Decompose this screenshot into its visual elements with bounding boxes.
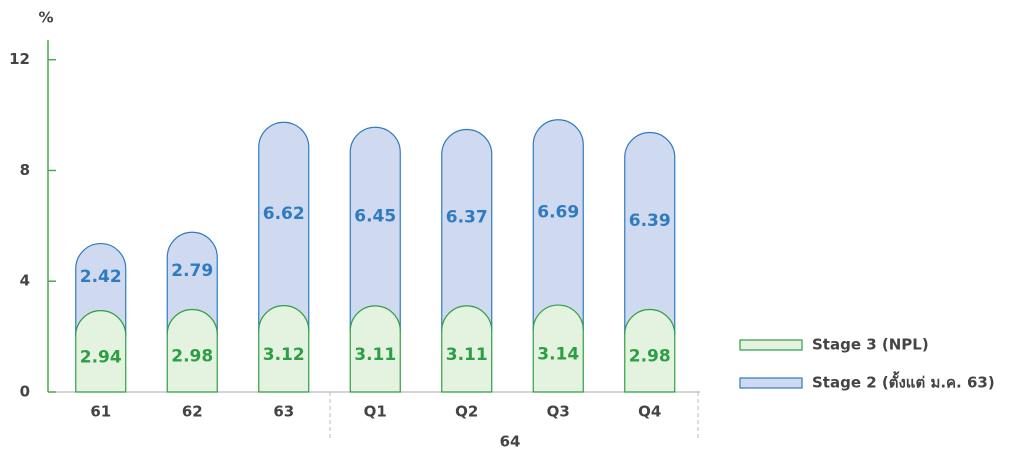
group-label: 64	[500, 433, 521, 451]
legend-label: Stage 3 (NPL)	[812, 336, 929, 354]
stage3-bar	[441, 305, 493, 393]
stage3-label: 3.14	[537, 345, 579, 365]
stage2-label: 6.37	[446, 208, 488, 228]
stage2-label: 2.42	[80, 267, 122, 287]
stage3-bar	[75, 310, 127, 393]
stage2-bar	[258, 121, 310, 332]
x-tick-label: 63	[273, 403, 294, 421]
stage3-label: 2.94	[80, 347, 122, 367]
stage3-label: 3.12	[263, 345, 305, 365]
y-tick-label: 0	[20, 383, 30, 401]
stage3-label: 2.98	[629, 347, 671, 367]
stage2-label: 6.39	[629, 211, 671, 231]
stage3-label: 3.11	[354, 345, 396, 365]
x-tick-label: Q3	[547, 403, 570, 421]
stage2-bar	[75, 243, 127, 337]
x-tick-label: Q4	[638, 403, 661, 421]
stage2-bar	[166, 231, 218, 336]
stage3-bar	[166, 308, 218, 393]
stage3-bar	[349, 305, 401, 393]
stage3-label: 2.98	[171, 347, 213, 367]
legend-swatch	[739, 377, 803, 389]
stage2-bar	[624, 132, 676, 336]
stage2-bar	[441, 128, 493, 332]
stage2-bar	[349, 126, 401, 332]
y-axis-label: %	[38, 9, 53, 27]
y-tick-label: 4	[20, 272, 30, 290]
stage2-bar	[532, 119, 584, 331]
legend-label: Stage 2 (ตั้งแต่ ม.ค. 63)	[812, 371, 995, 392]
stage3-bar	[258, 305, 310, 393]
stage2-label: 6.45	[354, 207, 396, 227]
stage3-bar	[532, 304, 584, 393]
stage3-bar	[624, 308, 676, 393]
stage2-label: 6.62	[263, 204, 305, 224]
x-tick-label: Q1	[364, 403, 387, 421]
stage2-label: 6.69	[537, 202, 579, 222]
legend-swatch	[739, 339, 803, 351]
x-tick-label: Q2	[455, 403, 478, 421]
y-tick-label: 12	[9, 50, 30, 68]
stage2-label: 2.79	[171, 261, 213, 281]
y-tick-label: 8	[20, 161, 30, 179]
x-tick-label: 62	[182, 403, 203, 421]
x-tick-label: 61	[90, 403, 111, 421]
stage3-label: 3.11	[446, 345, 488, 365]
